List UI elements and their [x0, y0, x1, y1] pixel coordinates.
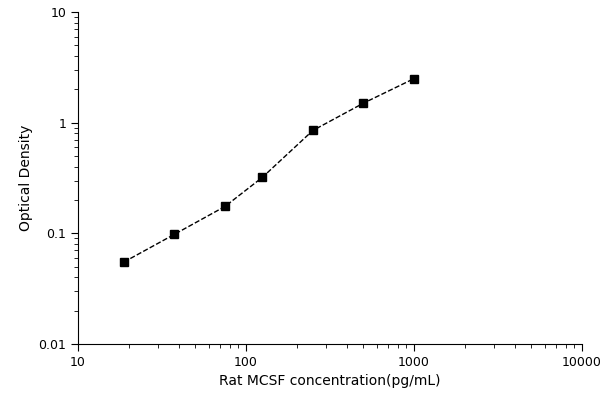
Y-axis label: Optical Density: Optical Density — [19, 125, 33, 231]
X-axis label: Rat MCSF concentration(pg/mL): Rat MCSF concentration(pg/mL) — [219, 374, 441, 388]
